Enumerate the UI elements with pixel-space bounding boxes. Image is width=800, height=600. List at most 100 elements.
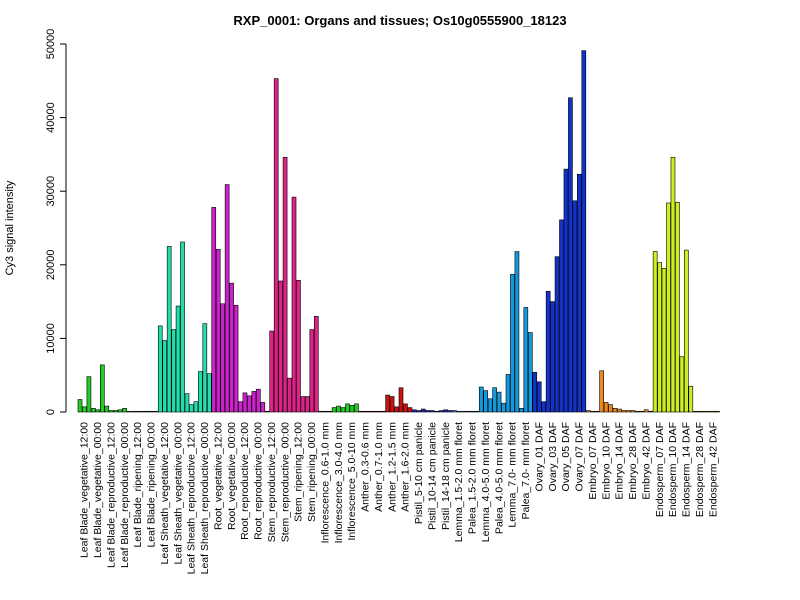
bar xyxy=(679,356,685,413)
bar xyxy=(349,405,355,413)
bar xyxy=(603,402,609,413)
bar xyxy=(648,410,653,413)
bar xyxy=(131,410,136,413)
bar xyxy=(251,391,257,413)
x-tick-label: Palea_4.0-5.0 mm floret xyxy=(493,422,505,534)
bar xyxy=(247,395,252,413)
bar xyxy=(478,386,484,413)
bar xyxy=(108,410,114,413)
bar xyxy=(416,410,422,413)
bar xyxy=(363,410,368,413)
bar xyxy=(487,398,493,413)
bar xyxy=(630,410,636,413)
x-tick-label: Root_vegetative_00:00 xyxy=(226,422,238,530)
x-tick-label: Anther_1.6-2.0 mm xyxy=(400,422,412,512)
bar xyxy=(550,301,555,413)
bar xyxy=(456,410,462,413)
x-tick-label: Root_vegetative_12:00 xyxy=(212,422,224,530)
bar xyxy=(461,410,466,413)
bar xyxy=(242,392,248,413)
bar xyxy=(474,410,480,413)
bar xyxy=(585,410,591,413)
bar xyxy=(327,410,332,413)
bar xyxy=(206,373,212,413)
bar xyxy=(568,97,573,413)
x-tick-label: Ovary_01 DAF xyxy=(533,422,545,491)
bar xyxy=(706,410,711,413)
bar xyxy=(269,330,275,413)
bar xyxy=(367,410,373,413)
bar xyxy=(666,202,671,413)
bar xyxy=(322,410,328,413)
x-tick-label: Root_reproductive_00:00 xyxy=(253,422,265,540)
bar xyxy=(523,307,529,413)
bar xyxy=(149,410,154,413)
x-tick-label: Leaf Blade_reproductive_00:00 xyxy=(119,422,131,568)
bar xyxy=(527,332,533,413)
bar xyxy=(282,157,288,413)
bar xyxy=(122,408,127,413)
bar xyxy=(608,404,613,413)
bar xyxy=(126,411,132,413)
x-tick-label: Endosperm_28 DAF xyxy=(694,422,706,517)
bar xyxy=(340,407,346,413)
bar xyxy=(594,410,600,413)
bar xyxy=(99,364,105,413)
bar xyxy=(465,410,471,413)
x-tick-label: Embryo_14 DAF xyxy=(614,422,626,500)
x-tick-label: Stem_reproductive_12:00 xyxy=(266,422,278,542)
y-tick-label: 40000 xyxy=(45,102,57,133)
bar xyxy=(452,410,457,413)
bar xyxy=(443,409,448,413)
x-tick-label: Leaf Sheath_reproductive_12:00 xyxy=(186,422,198,575)
bar xyxy=(256,388,261,413)
x-tick-label: Embryo_28 DAF xyxy=(627,422,639,500)
bar xyxy=(545,290,551,413)
bar xyxy=(273,78,279,413)
bar xyxy=(501,402,506,413)
x-tick-label: Leaf Blade_reproductive_12:00 xyxy=(105,422,117,568)
y-tick-label: 0 xyxy=(45,409,57,415)
bar xyxy=(91,408,96,413)
x-tick-label: Embryo_10 DAF xyxy=(600,422,612,500)
bar xyxy=(198,371,203,413)
bar xyxy=(643,409,649,413)
bar xyxy=(278,280,283,413)
bar xyxy=(144,410,150,413)
bar xyxy=(483,390,489,413)
chart-title: RXP_0001: Organs and tissues; Os10g05559… xyxy=(233,13,566,28)
bar xyxy=(113,410,118,413)
bar xyxy=(670,157,676,413)
x-tick-label: Leaf Blade_ripening_00:00 xyxy=(146,422,158,548)
x-tick-label: Pistil_14-18 cm panicle xyxy=(440,422,452,530)
bar xyxy=(193,401,199,413)
bar xyxy=(184,393,190,413)
bar xyxy=(389,396,395,413)
x-tick-label: Ovary_05 DAF xyxy=(560,422,572,491)
bar xyxy=(496,391,502,413)
bar xyxy=(407,407,413,413)
x-tick-label: Anther_1.2-1.5 mm xyxy=(386,422,398,512)
bar xyxy=(661,268,667,413)
bar xyxy=(86,376,92,413)
bar xyxy=(425,410,431,413)
bar xyxy=(135,410,141,413)
bar xyxy=(336,405,341,413)
bar xyxy=(634,410,640,413)
x-tick-label: Inflorescence_5.0-10 mm xyxy=(346,422,358,541)
y-tick-label: 10000 xyxy=(45,323,57,354)
bar xyxy=(354,403,359,413)
x-tick-label: Endosperm_07 DAF xyxy=(654,422,666,517)
x-tick-label: Stem_ripening_12:00 xyxy=(293,422,305,522)
bar xyxy=(639,410,645,413)
x-tick-label: Lemma_7.0- mm floret xyxy=(507,422,519,528)
x-tick-label: Ovary_03 DAF xyxy=(547,422,559,491)
bar xyxy=(95,409,101,413)
x-tick-label: Embryo_07 DAF xyxy=(587,422,599,500)
y-axis-label: Cy3 signal intensity xyxy=(4,180,16,275)
bar xyxy=(701,410,707,413)
x-tick-label: Stem_ripening_00:00 xyxy=(306,422,318,522)
bar xyxy=(371,410,377,413)
bar xyxy=(345,403,350,413)
bar xyxy=(710,410,716,413)
